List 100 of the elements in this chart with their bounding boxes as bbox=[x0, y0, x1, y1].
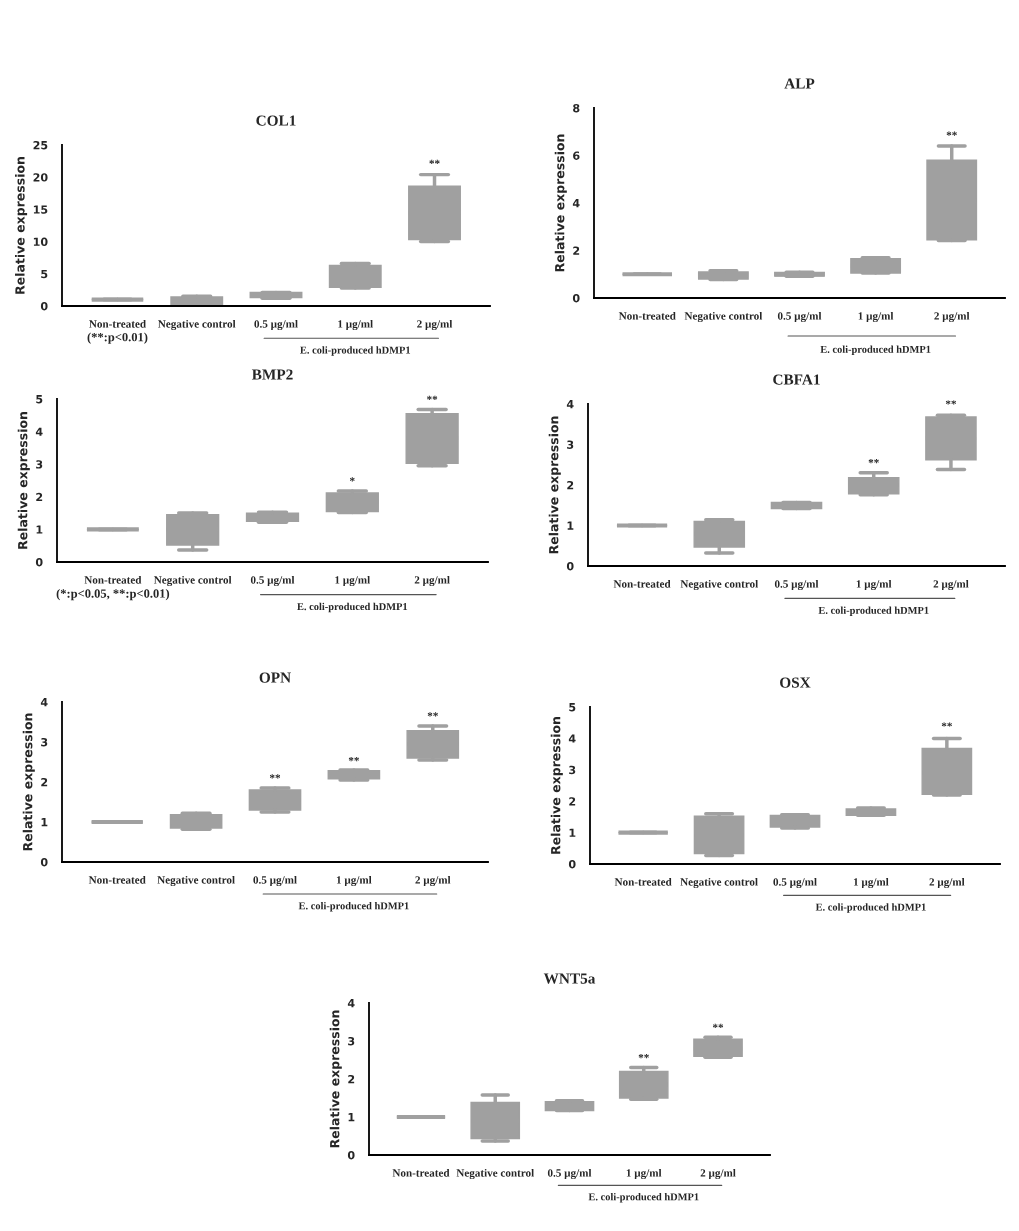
x-tick-label: 2 µg/ml bbox=[414, 575, 450, 587]
chart-title: WNT5a bbox=[543, 973, 596, 984]
annotation: ** bbox=[941, 722, 952, 727]
y-tick-label: 20 bbox=[33, 173, 48, 182]
text: E. coli-produced hDMP1 bbox=[815, 903, 926, 913]
annotation: ** bbox=[427, 712, 438, 717]
x-tick-label: 0.5 µg/ml bbox=[253, 875, 297, 887]
y-tick-label: 3 bbox=[348, 1036, 355, 1046]
x-tick-label: 1 µg/ml bbox=[338, 319, 373, 331]
y-tick-label: 0 bbox=[566, 561, 574, 571]
chart-title: OPN bbox=[259, 672, 291, 683]
text: E. coli-produced hDMP1 bbox=[298, 902, 409, 912]
x-tick-label: 2 µg/ml bbox=[417, 319, 453, 331]
y-tick-label: 0 bbox=[40, 857, 48, 867]
x-tick-label: Non-treated bbox=[392, 1168, 450, 1177]
text: E. coli-produced hDMP1 bbox=[588, 1193, 699, 1203]
x-tick-label: Negative control bbox=[680, 877, 758, 889]
x-tick-label: Negative control bbox=[684, 311, 763, 323]
annotation: ** bbox=[868, 459, 879, 464]
text: E. coli-produced hDMP1 bbox=[297, 602, 408, 613]
y-axis-title: Relative expression bbox=[17, 412, 30, 549]
chart-title: COL1 bbox=[256, 115, 296, 126]
y-axis-title: Relative expression bbox=[550, 717, 563, 854]
x-tick-label: 1 µg/ml bbox=[336, 875, 372, 887]
x-tick-label: Negative control bbox=[680, 579, 759, 591]
annotation: ** bbox=[712, 1023, 724, 1028]
x-tick-label: 2 µg/ml bbox=[934, 311, 970, 323]
text: E. coli-produced hDMP1 bbox=[818, 606, 929, 616]
x-tick-label: Non-treated bbox=[618, 311, 676, 320]
x-tick-label: Non-treated bbox=[614, 877, 672, 886]
y-tick-label: 5 bbox=[36, 395, 43, 404]
annotation: ** bbox=[427, 395, 438, 401]
annotation: ** bbox=[945, 400, 957, 405]
y-axis-title: Relative expression bbox=[22, 713, 35, 851]
y-tick-label: 0 bbox=[572, 293, 580, 303]
y-tick-label: 3 bbox=[567, 440, 574, 449]
annotation: ** bbox=[348, 757, 359, 762]
x-tick-label: 0.5 µg/ml bbox=[777, 311, 822, 323]
x-tick-label: 2 µg/ml bbox=[929, 877, 965, 889]
x-tick-label: 1 µg/ml bbox=[856, 579, 892, 591]
y-tick-label: 6 bbox=[573, 151, 580, 160]
y-tick-label: 4 bbox=[566, 400, 574, 409]
x-tick-label: Negative control bbox=[456, 1168, 534, 1180]
y-tick-label: 1 bbox=[348, 1113, 355, 1122]
y-tick-label: 0 bbox=[568, 859, 576, 869]
annotation: * bbox=[350, 477, 355, 482]
y-tick-label: 2 bbox=[348, 1074, 355, 1084]
y-tick-label: 2 bbox=[36, 492, 43, 502]
x-tick-label: Non-treated bbox=[84, 575, 142, 584]
x-tick-label: 0.5 µg/ml bbox=[774, 579, 819, 591]
x-tick-label: 2 µg/ml bbox=[700, 1168, 736, 1180]
y-tick-label: 2 bbox=[573, 246, 580, 255]
x-tick-label: Negative control bbox=[153, 575, 232, 587]
y-tick-label: 5 bbox=[41, 269, 48, 279]
y-tick-label: 0 bbox=[35, 557, 43, 567]
y-tick-label: 3 bbox=[36, 460, 43, 469]
x-tick-label: 1 µg/ml bbox=[626, 1168, 662, 1180]
annotation: ** bbox=[946, 131, 957, 136]
x-tick-label: Negative control bbox=[157, 875, 235, 887]
x-tick-label: 2 µg/ml bbox=[933, 579, 969, 591]
y-tick-label: 4 bbox=[347, 999, 355, 1008]
y-axis-title: Relative expression bbox=[554, 134, 567, 272]
chart-title: CBFA1 bbox=[773, 374, 820, 385]
annotation: ** bbox=[269, 774, 281, 779]
y-tick-label: 5 bbox=[569, 703, 576, 712]
x-tick-label: 1 µg/ml bbox=[335, 575, 370, 587]
annotation: ** bbox=[638, 1054, 649, 1059]
y-tick-label: 1 bbox=[41, 818, 48, 827]
y-axis-title: Relative expression bbox=[329, 1010, 342, 1148]
x-tick-label: 0.5 µg/ml bbox=[773, 877, 817, 889]
x-tick-label: 1 µg/ml bbox=[853, 877, 889, 889]
text: (**:p<0.01) bbox=[87, 332, 148, 344]
y-tick-label: 0 bbox=[347, 1150, 355, 1160]
text: E. coli-produced hDMP1 bbox=[820, 345, 931, 355]
y-tick-label: 8 bbox=[573, 103, 580, 113]
y-tick-label: 4 bbox=[40, 698, 48, 707]
annotation: ** bbox=[429, 159, 440, 164]
y-tick-label: 4 bbox=[568, 734, 576, 743]
y-tick-label: 1 bbox=[569, 828, 576, 837]
x-tick-label: 1 µg/ml bbox=[858, 311, 894, 323]
x-tick-label: 0.5 µg/ml bbox=[254, 319, 298, 331]
y-tick-label: 1 bbox=[36, 525, 43, 534]
x-tick-label: 0.5 µg/ml bbox=[547, 1168, 592, 1180]
x-tick-label: 0.5 µg/ml bbox=[250, 575, 295, 587]
x-tick-label: Negative control bbox=[158, 319, 236, 331]
chart-title: ALP bbox=[784, 78, 815, 89]
y-tick-label: 2 bbox=[567, 480, 574, 490]
y-tick-label: 15 bbox=[33, 205, 48, 214]
x-tick-label: Non-treated bbox=[89, 319, 146, 328]
y-tick-label: 4 bbox=[572, 199, 580, 208]
y-tick-label: 2 bbox=[569, 797, 576, 806]
y-tick-label: 25 bbox=[33, 140, 48, 150]
y-tick-label: 3 bbox=[569, 765, 576, 775]
y-tick-label: 0 bbox=[40, 301, 48, 311]
y-tick-label: 3 bbox=[41, 737, 48, 747]
y-tick-label: 1 bbox=[567, 521, 574, 530]
chart-title: OSX bbox=[780, 677, 811, 688]
y-axis-title: Relative expression bbox=[15, 157, 28, 294]
y-tick-label: 2 bbox=[41, 777, 48, 787]
x-tick-label: Non-treated bbox=[613, 579, 671, 588]
